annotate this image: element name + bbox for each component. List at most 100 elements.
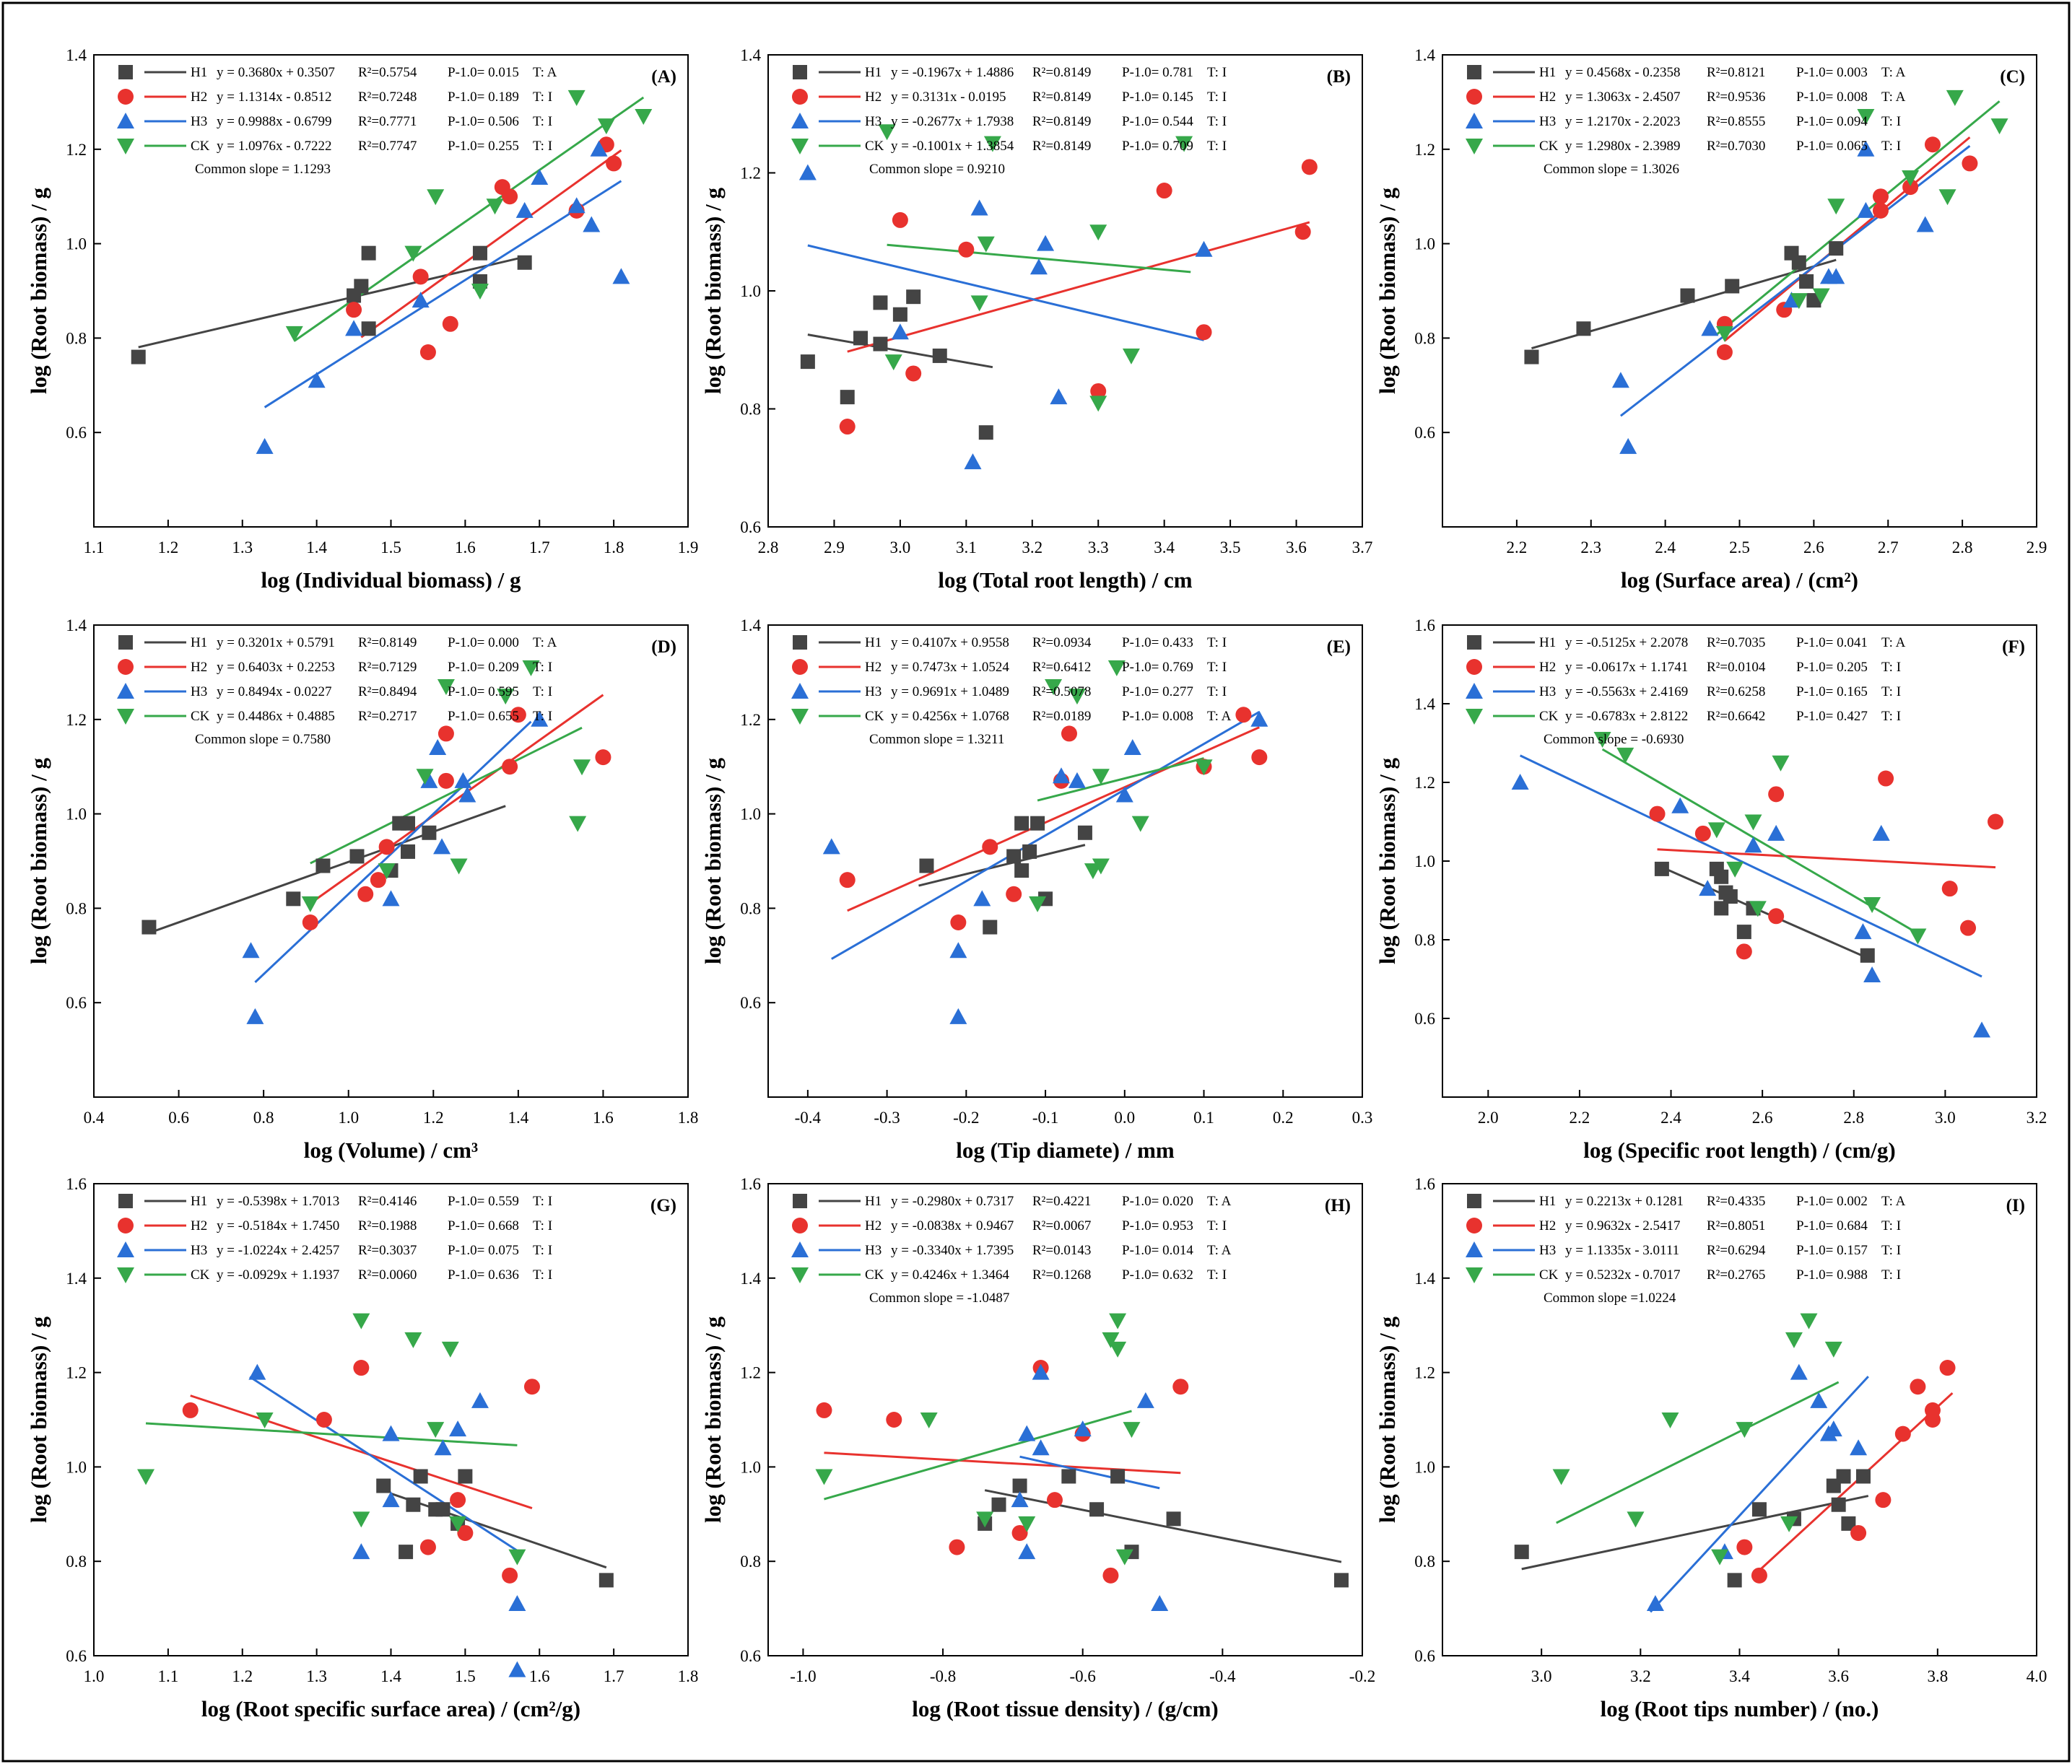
point-ck	[301, 896, 319, 912]
legend-test-result: T: I	[1207, 139, 1227, 154]
point-h1	[406, 1497, 421, 1512]
x-axis-label: log (Root tissue density) / (g/cm)	[912, 1696, 1218, 1721]
point-ck	[437, 679, 455, 696]
point-h1	[1841, 1516, 1856, 1531]
fit-line-ck	[310, 726, 583, 865]
legend-equation: y = -0.1967x + 1.4886	[891, 65, 1014, 80]
point-h3	[1018, 1543, 1036, 1560]
y-tick-label: 1.0	[66, 235, 87, 253]
legend-p-value: P-1.0= 0.000	[448, 635, 519, 650]
legend-group-name: H1	[865, 1194, 882, 1209]
x-tick-label: 3.1	[956, 538, 977, 556]
point-ck	[449, 1516, 467, 1532]
y-tick-label: 1.0	[740, 805, 761, 824]
legend-marker-h2	[792, 1218, 808, 1234]
legend-marker-ck	[1466, 709, 1483, 725]
point-h1	[1014, 816, 1030, 831]
x-tick-label: 1.4	[508, 1109, 528, 1127]
legend-test-result: T: I	[1207, 89, 1227, 105]
point-h3	[1790, 1363, 1808, 1380]
point-h3	[583, 216, 601, 232]
point-ck	[920, 1412, 938, 1428]
point-h2	[1872, 202, 1889, 219]
legend-p-value: P-1.0= 0.559	[448, 1194, 519, 1209]
legend-equation: y = -0.5398x + 1.7013	[217, 1194, 339, 1209]
legend-test-result: T: I	[533, 1194, 552, 1209]
y-tick-label: 0.8	[66, 329, 87, 347]
point-h2	[958, 241, 975, 258]
point-ck	[450, 858, 468, 875]
legend-r2: R²=0.7747	[358, 139, 417, 154]
point-h2	[510, 707, 526, 723]
point-ck	[1122, 348, 1140, 364]
point-h3	[1037, 235, 1055, 251]
point-ck	[1109, 1313, 1127, 1329]
point-h3	[567, 197, 586, 214]
point-h3	[1050, 388, 1068, 405]
point-h2	[1235, 707, 1252, 723]
point-ck	[569, 816, 587, 832]
point-h3	[449, 1420, 467, 1437]
fit-line-h2	[360, 149, 622, 339]
legend-group-name: H2	[865, 1218, 882, 1234]
legend-group-name: H1	[1539, 1194, 1556, 1209]
point-h3	[1810, 1392, 1828, 1408]
point-h2	[1988, 813, 2004, 830]
point-h1	[1723, 889, 1738, 904]
x-tick-label: 1.5	[380, 538, 401, 556]
x-tick-label: -0.4	[1209, 1667, 1236, 1685]
point-ck	[352, 1313, 370, 1329]
x-tick-label: 3.4	[1729, 1667, 1750, 1685]
legend-marker-h3	[791, 683, 809, 699]
legend-p-value: P-1.0= 0.636	[448, 1267, 519, 1283]
y-tick-label: 1.4	[740, 46, 761, 64]
point-h3	[382, 890, 400, 907]
legend-test-result: T: I	[1207, 114, 1227, 129]
point-h3	[1872, 824, 1890, 841]
x-tick-label: 2.4	[1655, 538, 1676, 556]
x-axis-label: log (Root specific surface area) / (cm²/…	[201, 1696, 580, 1721]
x-tick-label: 1.1	[84, 538, 105, 556]
x-tick-label: 0.3	[1352, 1109, 1373, 1127]
legend-marker-h3	[1466, 1241, 1483, 1257]
legend-marker-h2	[792, 659, 808, 675]
fit-line-h3	[254, 720, 532, 983]
fit-line-h1	[1521, 1495, 1869, 1571]
point-h2	[1875, 1492, 1892, 1508]
panel-label: (G)	[650, 1196, 676, 1215]
point-h3	[1854, 923, 1872, 940]
point-h1	[1791, 255, 1806, 270]
fit-line-h3	[1519, 754, 1982, 978]
legend-r2: R²=0.8149	[1032, 114, 1091, 129]
legend-test-result: T: I	[1207, 660, 1227, 675]
legend-equation: y = 1.3063x - 2.4507	[1565, 89, 1681, 105]
legend-group-name: H3	[191, 114, 207, 129]
point-h2	[950, 914, 967, 931]
point-h1	[458, 1469, 473, 1484]
legend-test-result: T: I	[533, 1243, 552, 1258]
legend-test-result: T: I	[533, 684, 552, 699]
point-h2	[438, 725, 454, 742]
point-h2	[905, 365, 922, 382]
legend-group-name: H2	[191, 1218, 207, 1234]
x-tick-label: 0.2	[1273, 1109, 1294, 1127]
point-h1	[1714, 869, 1729, 884]
y-tick-label: 1.2	[740, 711, 761, 729]
x-tick-label: 1.6	[593, 1109, 614, 1127]
legend-r2: R²=0.8149	[1032, 65, 1091, 80]
legend-group-name: H2	[191, 660, 207, 675]
y-tick-label: 1.2	[740, 1364, 761, 1382]
legend-equation: y = -0.2677x + 1.7938	[891, 114, 1014, 129]
legend-p-value: P-1.0= 0.189	[448, 89, 519, 105]
legend-marker-h1	[118, 65, 133, 79]
y-tick-label: 0.6	[740, 518, 761, 536]
common-slope-annotation: Common slope = 0.7580	[195, 732, 331, 747]
point-h2	[1894, 1425, 1911, 1442]
x-tick-label: 3.7	[1352, 538, 1373, 556]
legend-test-result: T: I	[1881, 139, 1901, 154]
x-tick-label: 2.2	[1507, 538, 1528, 556]
fit-line-h2	[1657, 848, 1996, 869]
point-h3	[531, 710, 549, 727]
point-h3	[949, 1008, 967, 1024]
point-h2	[1768, 786, 1785, 803]
